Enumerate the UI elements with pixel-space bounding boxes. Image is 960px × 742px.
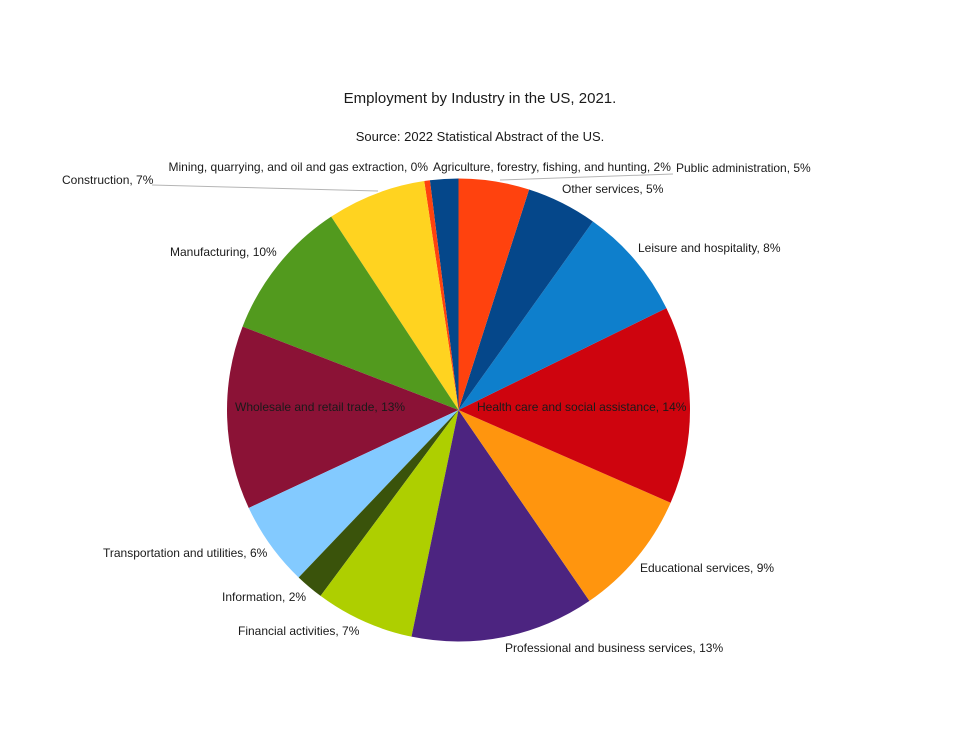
slice-label-financial: Financial activities, 7%	[238, 624, 360, 638]
pie-slice-information	[298, 410, 459, 596]
pie-slice-leisure_hospitality	[458, 221, 667, 410]
label-leader-line	[151, 184, 379, 192]
slice-label-agriculture: Agriculture, forestry, fishing, and hunt…	[433, 160, 671, 174]
slice-label-mining: Mining, quarrying, and oil and gas extra…	[168, 160, 428, 174]
pie-slice-manufacturing	[242, 216, 459, 410]
slice-label-information: Information, 2%	[222, 590, 307, 604]
chart-subtitle: Source: 2022 Statistical Abstract of the…	[355, 129, 605, 144]
pie-slice-mining	[424, 180, 459, 410]
pie-slice-health_care	[458, 308, 690, 503]
pie-slice-agriculture	[429, 178, 459, 410]
slice-label-educational: Educational services, 9%	[640, 561, 775, 575]
pie-slice-public_administration	[458, 178, 530, 410]
pie-slice-other_services	[458, 189, 593, 410]
slice-label-construction: Construction, 7%	[62, 173, 154, 187]
pie-slice-transportation_utilities	[248, 410, 459, 578]
pie-slice-educational	[458, 410, 671, 601]
slice-label-public_administration: Public administration, 5%	[676, 161, 811, 175]
pie-slice-professional_business	[411, 410, 590, 642]
slice-label-health_care: Health care and social assistance, 14%	[477, 400, 687, 414]
pie-slice-construction	[331, 181, 459, 410]
slice-label-professional_business: Professional and business services, 13%	[505, 641, 724, 655]
slice-label-leisure_hospitality: Leisure and hospitality, 8%	[638, 241, 781, 255]
chart-title: Employment by Industry in the US, 2021.	[343, 90, 617, 107]
slice-label-transportation_utilities: Transportation and utilities, 6%	[103, 546, 268, 560]
pie-slice-financial	[320, 410, 459, 637]
slice-label-wholesale_retail: Wholesale and retail trade, 13%	[235, 400, 406, 414]
slice-label-manufacturing: Manufacturing, 10%	[170, 245, 277, 259]
label-leader-line	[499, 173, 674, 181]
pie-slice-wholesale_retail	[227, 326, 459, 508]
slice-label-other_services: Other services, 5%	[562, 182, 664, 196]
